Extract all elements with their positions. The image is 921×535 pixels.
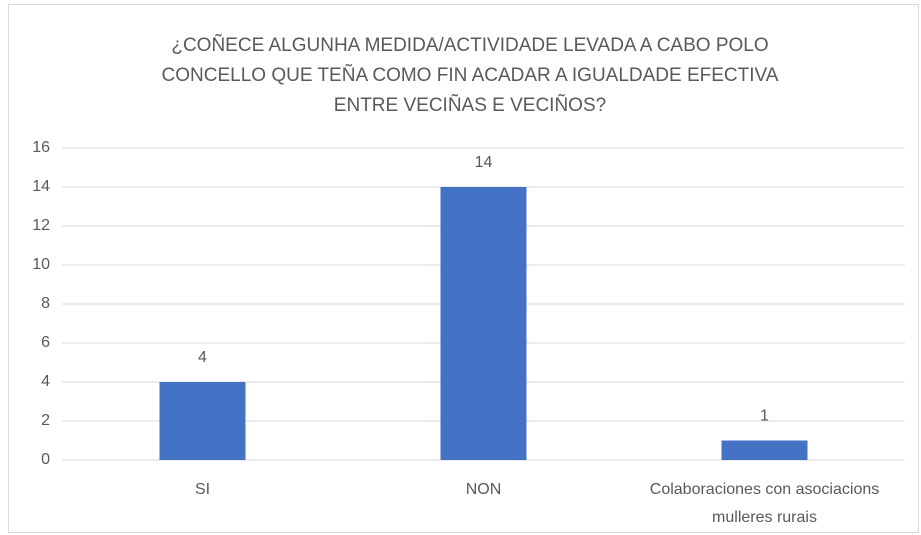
bar [440, 187, 527, 460]
y-tick-label: 4 [41, 373, 50, 390]
x-tick-label: Colaboraciones con asociacions mulleres r… [650, 481, 879, 526]
x-tick-label: NON [466, 481, 502, 498]
chart-title: CONCELLO QUE TEÑA COMO FIN ACADAR A IGUA… [162, 64, 779, 86]
value-label: 4 [198, 349, 207, 366]
bar [721, 440, 808, 460]
y-tick-label: 8 [41, 295, 50, 312]
chart-title: ¿COÑECE ALGUNHA MEDIDA/ACTIVIDADE LEVADA… [171, 34, 768, 56]
y-tick-label: 12 [32, 217, 50, 234]
bar [159, 382, 246, 460]
y-tick-label: 14 [32, 178, 50, 195]
y-tick-label: 10 [32, 256, 50, 273]
y-tick-label: 6 [41, 334, 50, 351]
y-tick-label: 16 [32, 139, 50, 156]
y-tick-label: 2 [41, 412, 50, 429]
chart-title: ENTRE VECIÑAS E VECIÑOS? [334, 94, 606, 116]
x-tick-label: SI [195, 481, 210, 498]
value-label: 1 [760, 408, 769, 425]
value-label: 14 [475, 154, 493, 171]
y-tick-label: 0 [41, 451, 50, 468]
